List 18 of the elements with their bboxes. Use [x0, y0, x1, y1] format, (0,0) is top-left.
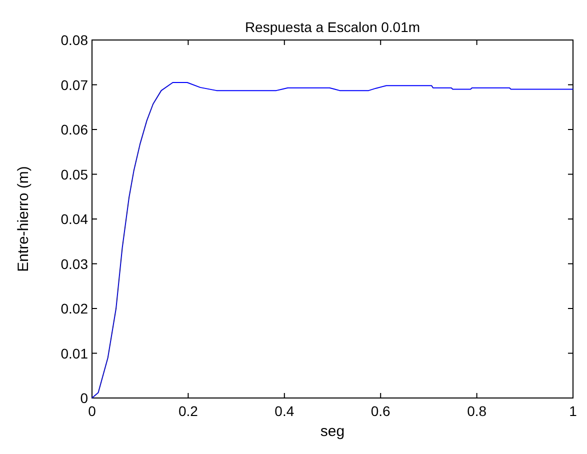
y-tick-label: 0.07: [60, 76, 88, 93]
x-tick-label: 1: [569, 403, 578, 419]
y-tick-label: 0.02: [60, 300, 88, 316]
y-axis-title: Entre-hierro (m): [15, 166, 32, 272]
y-tick-label: 0.01: [60, 345, 88, 362]
y-tick-label: 0.05: [60, 166, 88, 182]
x-tick-label: 0.2: [178, 403, 198, 419]
x-axis-title: seg: [320, 423, 345, 440]
chart-title: Respuesta a Escalon 0.01m: [244, 19, 420, 35]
y-tick-label: 0.08: [60, 32, 88, 48]
x-tick-label: 0.6: [370, 403, 391, 419]
x-tick-label: 0.8: [467, 403, 487, 419]
line-series: [92, 82, 574, 398]
y-tick-label: 0.03: [60, 256, 88, 272]
y-tick-label: 0.04: [60, 211, 88, 227]
x-tick-label: 0.4: [274, 403, 294, 419]
y-tick-label: 0: [80, 390, 88, 406]
y-tick-label: 0.06: [60, 122, 88, 138]
